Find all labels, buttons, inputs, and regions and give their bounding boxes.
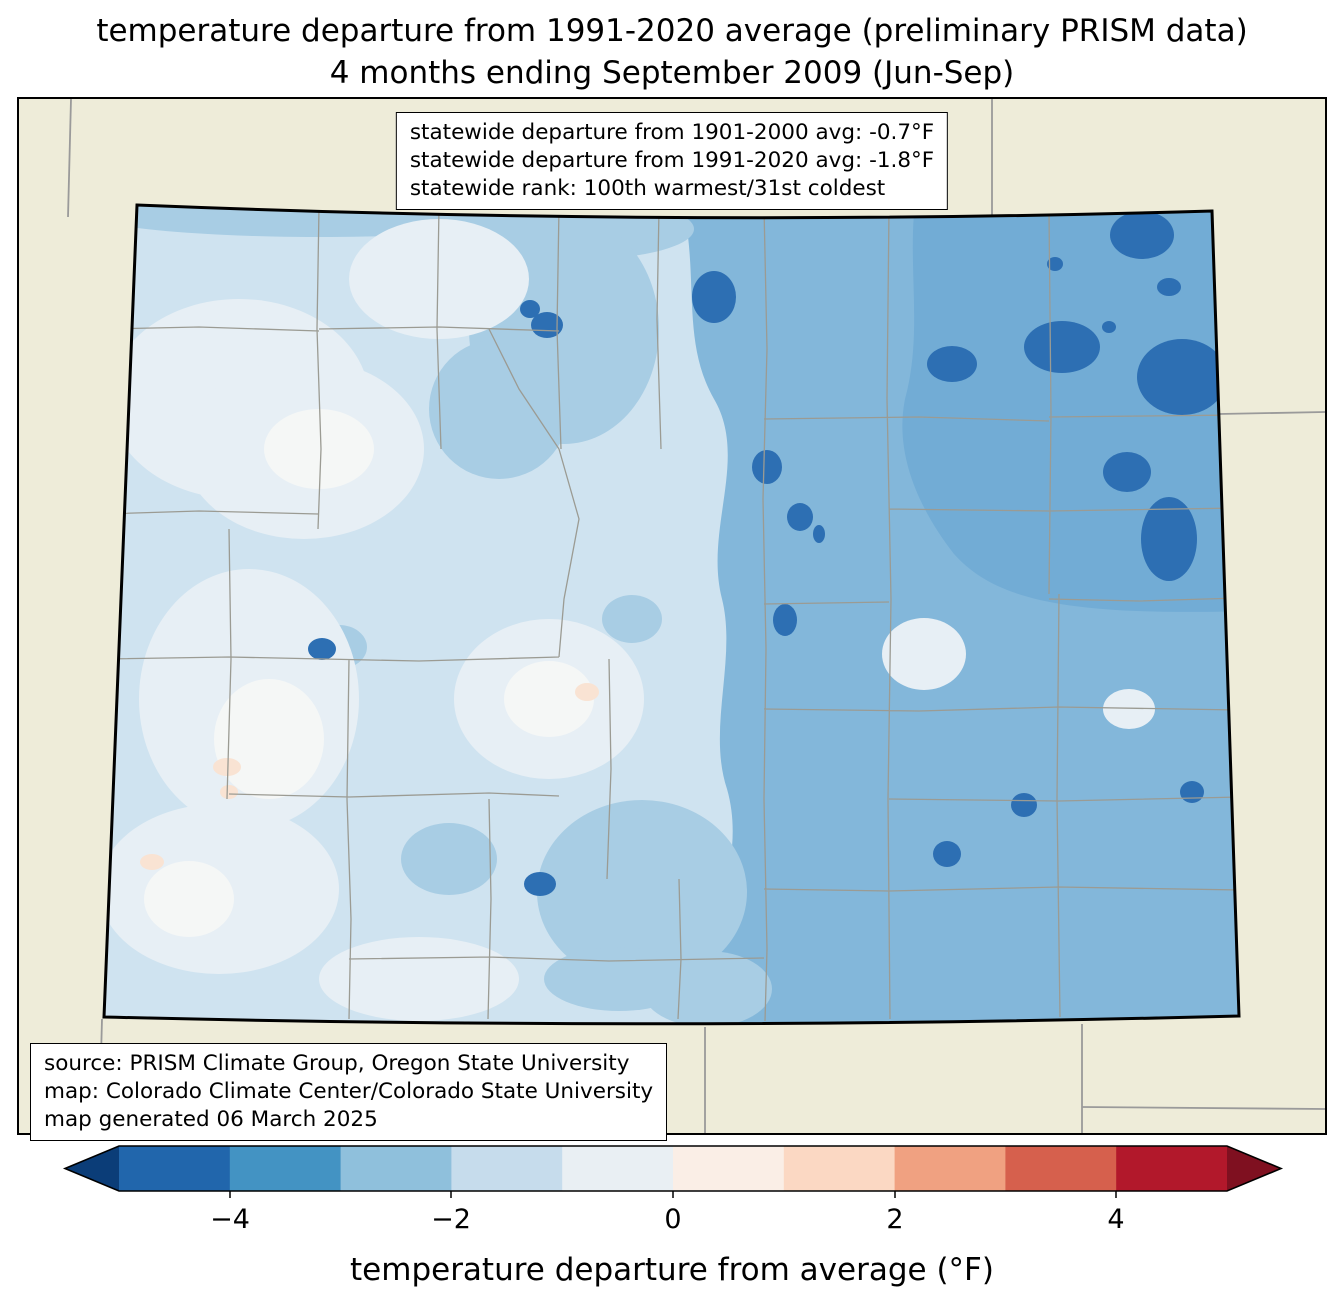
source-line-1: source: PRISM Climate Group, Oregon Stat…: [44, 1051, 630, 1076]
colorbar-under-arrow: [65, 1146, 119, 1191]
colorado-map: [19, 99, 1325, 1133]
colorbar: −4 −2 0 2 4 temperature departure from a…: [62, 1145, 1284, 1288]
tick-label: 0: [664, 1204, 681, 1235]
colorbar-segment: [894, 1146, 1006, 1191]
source-line-3: map generated 06 March 2025: [44, 1107, 378, 1132]
pink-spots: [140, 683, 599, 870]
tick-label: −2: [431, 1204, 471, 1235]
tick-label: −4: [210, 1204, 250, 1235]
source-attribution-box: source: PRISM Climate Group, Oregon Stat…: [30, 1043, 668, 1141]
colorbar-segment: [673, 1146, 785, 1191]
map-frame: [17, 97, 1327, 1135]
stats-line-2: statewide departure from 1991-2020 avg: …: [409, 148, 935, 173]
title-line-2: 4 months ending September 2009 (Jun-Sep): [329, 55, 1015, 91]
statewide-stats-box: statewide departure from 1901-2000 avg: …: [395, 112, 949, 210]
colorbar-tick-labels: −4 −2 0 2 4: [210, 1204, 1125, 1235]
tick-label: 4: [1107, 1204, 1124, 1235]
colorbar-segment: [119, 1146, 231, 1191]
figure-title: temperature departure from 1991-2020 ave…: [0, 10, 1344, 94]
colorbar-segment: [340, 1146, 452, 1191]
colorbar-segment: [229, 1146, 342, 1191]
northeast-region: [902, 205, 1239, 612]
white-patches: [144, 409, 594, 937]
colorbar-segment: [1005, 1146, 1117, 1191]
colorbar-axis-label: temperature departure from average (°F): [350, 1252, 994, 1288]
stats-line-3: statewide rank: 100th warmest/31st colde…: [409, 176, 886, 201]
colorado-state-border: [102, 203, 1241, 1026]
stats-line-1: statewide departure from 1901-2000 avg: …: [409, 120, 935, 145]
county-lines: [104, 206, 1239, 1022]
title-line-1: temperature departure from 1991-2020 ave…: [96, 13, 1248, 49]
colorbar-segments: [119, 1146, 1227, 1191]
source-line-2: map: Colorado Climate Center/Colorado St…: [44, 1079, 654, 1104]
colorbar-segment: [451, 1146, 563, 1191]
colorbar-over-arrow: [1227, 1146, 1281, 1191]
colorbar-outline: [62, 1145, 1284, 1192]
colorbar-ticks: [229, 1191, 1117, 1198]
colorbar-segment: [783, 1146, 896, 1191]
tick-label: 2: [886, 1204, 903, 1235]
colorbar-segment: [562, 1146, 674, 1191]
colorbar-segment: [1116, 1146, 1227, 1191]
